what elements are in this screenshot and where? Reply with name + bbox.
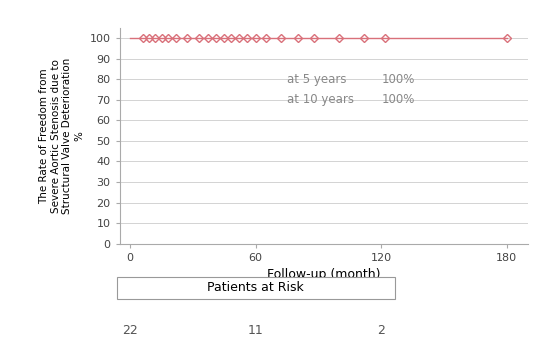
Text: Patients at Risk: Patients at Risk (207, 282, 304, 294)
Text: at 5 years: at 5 years (287, 73, 347, 86)
Text: 2: 2 (378, 324, 385, 337)
Text: 100%: 100% (381, 93, 415, 106)
Text: 22: 22 (122, 324, 138, 337)
Text: 100%: 100% (381, 73, 415, 86)
X-axis label: Follow-up (month): Follow-up (month) (267, 268, 380, 281)
Text: at 10 years: at 10 years (287, 93, 354, 106)
Y-axis label: The Rate of Freedom from
Severe Aortic Stenosis due to
Structural Valve Deterior: The Rate of Freedom from Severe Aortic S… (39, 58, 84, 214)
Text: 11: 11 (248, 324, 263, 337)
